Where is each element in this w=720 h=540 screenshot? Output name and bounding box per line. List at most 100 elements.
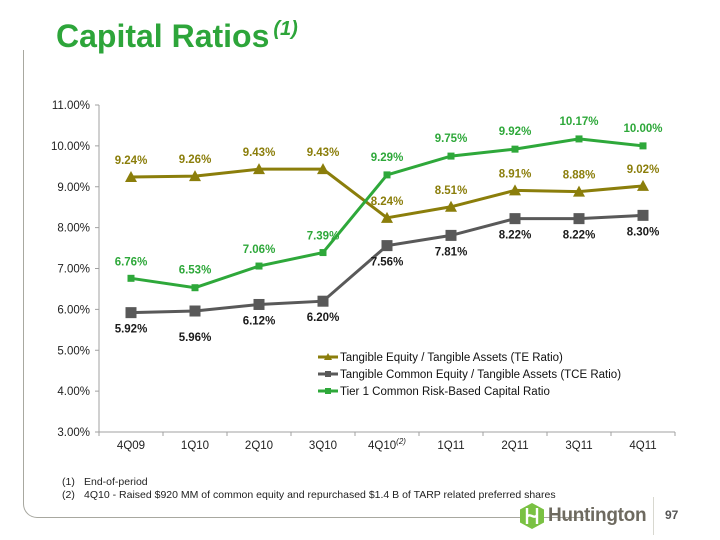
y-tick-label: 4.00% (57, 386, 90, 398)
x-tick-label: 2Q11 (501, 440, 528, 452)
data-point-square (573, 213, 585, 225)
capital-ratios-chart: 3.00% 4.00% 5.00% 6.00% 7.00% 8.00% 9.00% 10.00… (51, 100, 676, 452)
data-point-triangle (253, 163, 265, 175)
data-label-te: 9.02% (627, 164, 660, 176)
legend-label: Tier 1 Common Risk-Based Capital Ratio (340, 386, 550, 398)
data-label-tier1: 10.00% (623, 123, 662, 135)
data-label-tier1: 7.06% (243, 244, 276, 256)
data-point-triangle (381, 211, 393, 223)
data-point-square (445, 229, 457, 241)
legend-item-tier1: Tier 1 Common Risk-Based Capital Ratio (318, 386, 550, 398)
data-point-triangle (509, 184, 521, 196)
data-label-te: 8.24% (371, 196, 404, 208)
data-label-tier1: 9.75% (435, 133, 468, 145)
data-label-tce: 5.96% (179, 332, 212, 344)
x-tick-label: 3Q10 (309, 440, 337, 452)
data-label-te: 9.26% (179, 154, 212, 166)
legend-marker-triangle (324, 353, 332, 360)
footnote-2: (2) 4Q10 - Raised $920 MM of common equi… (62, 489, 556, 502)
series-tce (125, 209, 649, 319)
data-label-te: 8.88% (563, 170, 596, 182)
data-label-tce: 8.22% (563, 230, 596, 242)
chart-series (125, 135, 649, 319)
data-point-square (189, 305, 201, 317)
data-label-tier1: 6.53% (179, 265, 212, 277)
y-tick-label: 8.00% (57, 223, 90, 235)
x-tick-label: 2Q10 (245, 440, 273, 452)
data-point-triangle (445, 200, 457, 212)
x-tick-label: 1Q10 (181, 440, 209, 452)
footnote-number: (1) (62, 476, 75, 488)
page-number: 97 (665, 508, 679, 522)
data-point-triangle (573, 185, 585, 197)
data-point-square (639, 142, 647, 150)
y-tick-label: 5.00% (57, 345, 90, 357)
data-label-tier1: 6.76% (115, 256, 148, 268)
data-point-square (509, 213, 521, 225)
y-tick-label: 10.00% (51, 141, 90, 153)
x-tick-label: 1Q11 (437, 440, 464, 452)
footnote-text: End-of-period (84, 476, 148, 488)
legend-label: Tangible Common Equity / Tangible Assets… (340, 369, 621, 381)
slide-title-text: Capital Ratios (56, 18, 270, 54)
data-label-tier1: 10.17% (559, 116, 598, 128)
slide-title: Capital Ratios (1) (56, 18, 298, 55)
data-label-tce: 7.81% (435, 246, 468, 258)
y-tick-label: 6.00% (57, 304, 90, 316)
footnotes: (1) End-of-period (2) 4Q10 - Raised $920… (62, 476, 556, 502)
data-point-triangle (317, 163, 329, 175)
data-label-te: 9.43% (307, 147, 340, 159)
data-point-square (575, 135, 583, 143)
footnote-1: (1) End-of-period (62, 476, 556, 489)
legend-item-tce: Tangible Common Equity / Tangible Assets… (318, 369, 621, 381)
slide-frame (23, 50, 584, 518)
data-label-te: 9.43% (243, 147, 276, 159)
y-tick-label: 7.00% (57, 264, 90, 276)
chart-data-labels: 9.24% 9.26% 9.43% 9.43% 8.24% 8.51% 8.91% 8.88%… (115, 116, 663, 344)
data-label-tce: 7.56% (371, 257, 404, 269)
data-point-square (127, 274, 135, 282)
series-tier1 (127, 135, 647, 292)
huntington-logo-icon (520, 503, 544, 529)
legend-label: Tangible Equity / Tangible Assets (TE Ra… (340, 352, 563, 364)
x-tick-label: 3Q11 (565, 440, 592, 452)
data-point-square (253, 298, 265, 310)
data-label-tce: 6.12% (243, 315, 276, 327)
data-point-square (255, 262, 263, 270)
data-point-square (383, 171, 391, 179)
chart-legend: Tangible Equity / Tangible Assets (TE Ra… (318, 352, 621, 398)
data-point-square (125, 307, 137, 319)
data-point-square (317, 295, 329, 307)
x-tick-label: 4Q10(2) (368, 437, 406, 452)
data-point-square (319, 249, 327, 257)
data-point-square (381, 240, 393, 252)
data-label-tce: 8.30% (627, 226, 660, 238)
footnote-number: (2) (62, 489, 75, 501)
data-label-tce: 5.92% (115, 324, 148, 336)
x-tick-label: 4Q09 (117, 440, 145, 452)
x-tick-footnote-ref: (2) (396, 437, 406, 446)
data-point-square (637, 209, 649, 221)
data-point-square (191, 284, 199, 292)
footnote-text: 4Q10 - Raised $920 MM of common equity a… (84, 489, 556, 501)
y-tick-label: 3.00% (57, 427, 90, 439)
data-label-tce: 8.22% (499, 230, 532, 242)
legend-marker-square (325, 371, 331, 377)
data-label-te: 8.51% (435, 185, 468, 197)
data-point-square (511, 145, 519, 153)
data-point-triangle (637, 179, 649, 191)
data-point-triangle (189, 170, 201, 182)
data-label-tce: 6.20% (307, 312, 340, 324)
data-point-triangle (125, 170, 137, 182)
huntington-logo: Huntington (520, 503, 647, 529)
logo-wordmark: Huntington (548, 505, 647, 526)
chart-axes: 3.00% 4.00% 5.00% 6.00% 7.00% 8.00% 9.00% 10.00… (51, 100, 676, 452)
x-tick-label: 4Q11 (629, 440, 656, 452)
data-label-te: 8.91% (499, 168, 532, 180)
y-tick-label: 9.00% (57, 182, 90, 194)
title-footnote-ref: (1) (273, 18, 298, 40)
data-label-tier1: 7.39% (307, 231, 340, 243)
data-label-tier1: 9.29% (371, 152, 404, 164)
series-te (125, 163, 649, 223)
footer-divider (653, 497, 654, 535)
